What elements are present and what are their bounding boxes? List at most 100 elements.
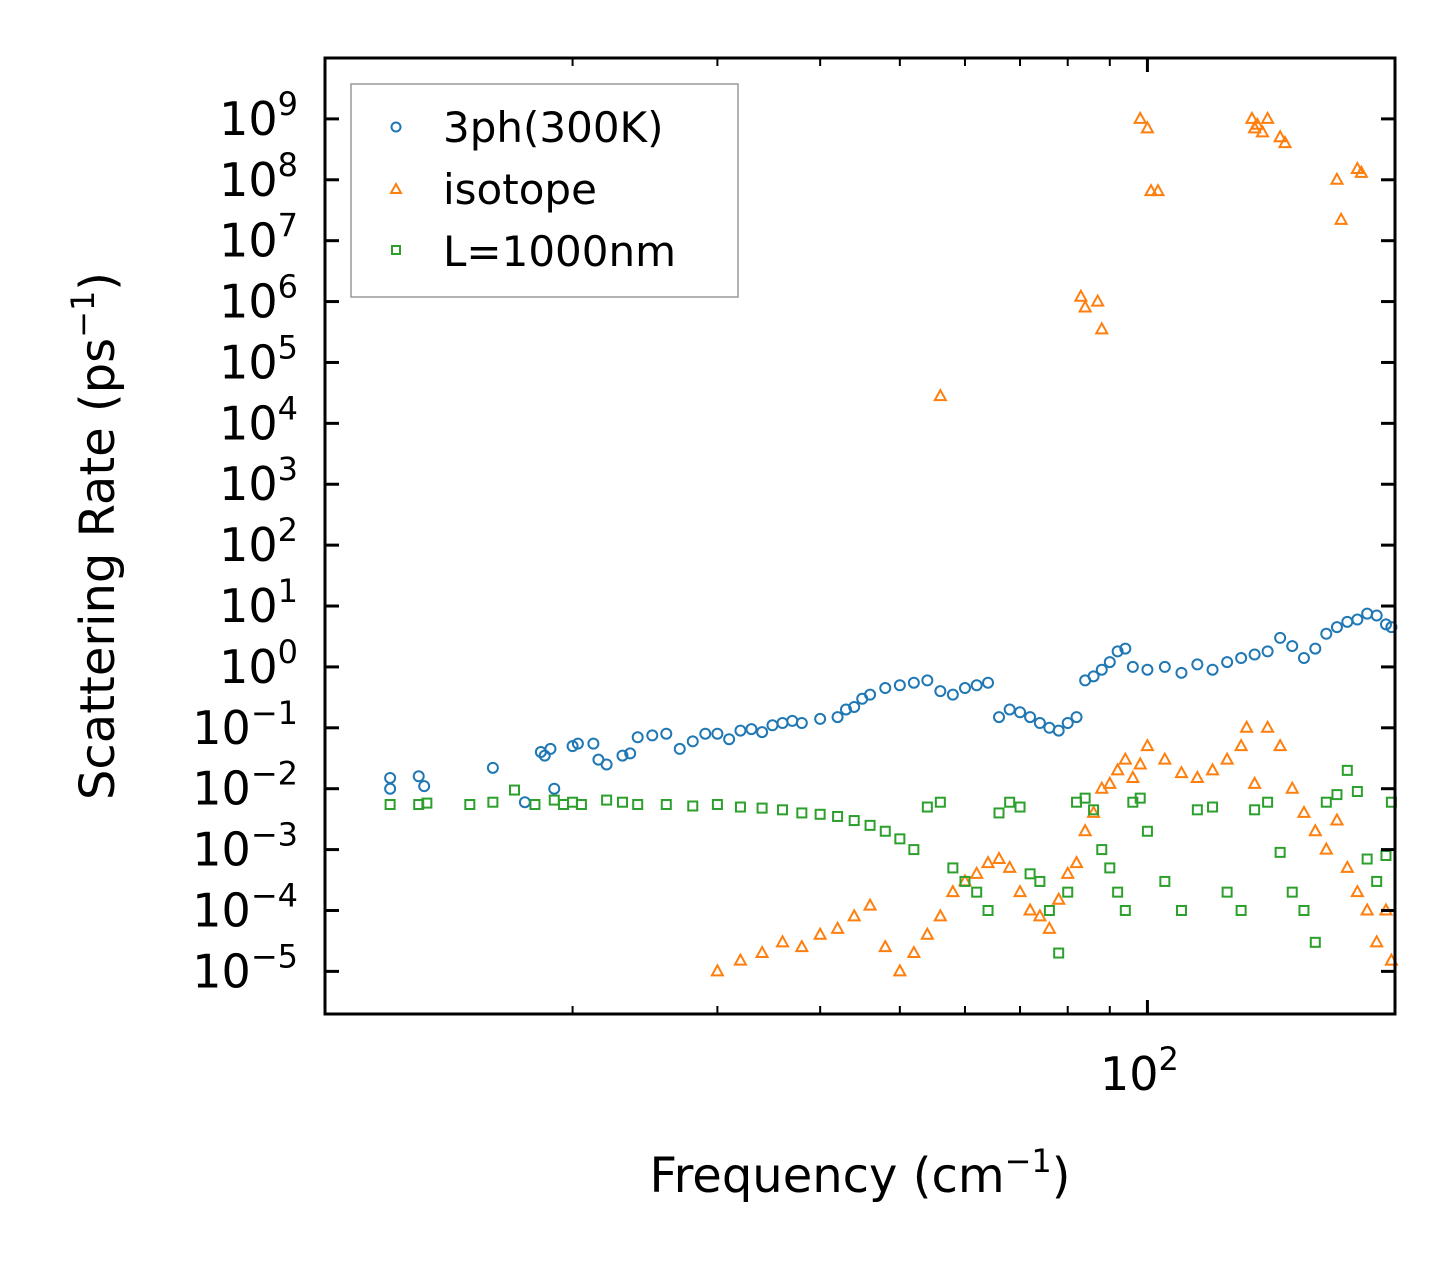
data-point <box>1309 936 1321 948</box>
data-point <box>1119 642 1132 655</box>
data-point <box>1094 321 1109 335</box>
data-point <box>1175 666 1188 679</box>
y-tick-label: 103 <box>219 450 298 511</box>
data-point <box>1329 812 1345 826</box>
data-point <box>1244 110 1260 124</box>
data-point <box>879 825 891 837</box>
data-point <box>1022 902 1038 916</box>
data-point <box>1274 631 1287 644</box>
data-point <box>1320 796 1332 808</box>
legend-label-l1000nm: L=1000nm <box>443 227 676 276</box>
data-point <box>1095 663 1108 676</box>
data-point <box>1126 660 1139 673</box>
y-axis-label: Scattering Rate (ps−1) <box>64 272 126 800</box>
data-point <box>1150 183 1166 197</box>
data-point <box>907 676 920 689</box>
data-point <box>1221 656 1234 669</box>
data-point <box>1354 164 1369 178</box>
data-point <box>1329 171 1345 185</box>
data-point <box>777 804 789 816</box>
data-point <box>1043 904 1055 916</box>
data-point <box>1298 904 1310 916</box>
data-point <box>934 685 947 698</box>
data-point <box>1158 660 1171 673</box>
data-point <box>1340 859 1355 873</box>
data-point <box>969 865 984 879</box>
data-point <box>1086 804 1101 818</box>
y-tick-label: 10−5 <box>192 937 298 998</box>
x-axis-ticks: 102 <box>571 58 1396 1101</box>
data-point <box>1073 288 1089 302</box>
data-point <box>958 682 971 695</box>
data-point <box>947 862 959 874</box>
data-point <box>1221 886 1233 898</box>
data-point <box>1069 855 1084 869</box>
data-point <box>1133 110 1148 124</box>
data-point <box>384 782 397 795</box>
data-point <box>616 796 628 808</box>
data-point <box>1331 789 1343 801</box>
data-point <box>1033 716 1046 729</box>
data-point <box>847 908 862 922</box>
data-point <box>1249 804 1261 816</box>
data-point <box>970 679 983 692</box>
data-point <box>1134 792 1146 804</box>
data-point <box>745 723 758 736</box>
data-point <box>893 679 906 692</box>
data-point <box>1260 110 1275 124</box>
data-point <box>412 770 425 783</box>
legend-marker-l1000nm <box>391 245 401 255</box>
data-point <box>1272 129 1288 143</box>
data-point <box>421 797 433 809</box>
data-point <box>946 688 959 701</box>
data-point <box>971 886 983 898</box>
data-point <box>601 794 613 806</box>
data-point <box>1369 934 1384 948</box>
data-point <box>1247 775 1262 789</box>
data-point <box>575 799 587 811</box>
data-point <box>812 926 828 940</box>
data-point <box>1262 796 1274 808</box>
y-tick-label: 10−1 <box>192 694 298 755</box>
data-point <box>710 963 725 977</box>
data-point <box>1261 645 1274 658</box>
series-isotope <box>710 110 1399 977</box>
data-point <box>1125 769 1141 783</box>
data-point <box>1309 642 1322 655</box>
data-point <box>1140 738 1155 752</box>
data-point <box>830 920 845 934</box>
data-point <box>1012 884 1028 898</box>
data-point <box>1103 656 1116 669</box>
data-point <box>1112 886 1124 898</box>
data-point <box>616 749 629 762</box>
data-point <box>1141 663 1154 676</box>
y-tick-label: 109 <box>219 85 298 146</box>
legend-box <box>350 83 739 298</box>
data-point <box>1090 293 1105 307</box>
data-point <box>982 904 994 916</box>
data-point <box>734 724 747 737</box>
data-point <box>1239 719 1254 733</box>
data-point <box>1235 904 1247 916</box>
data-point <box>1062 886 1074 898</box>
data-point <box>1024 711 1037 724</box>
data-point <box>1053 947 1065 959</box>
data-point <box>864 819 876 831</box>
data-point <box>1060 865 1075 879</box>
data-point <box>1351 785 1363 797</box>
data-point <box>1235 652 1248 665</box>
data-point <box>1361 853 1373 865</box>
data-point <box>587 737 600 750</box>
x-tick-label: 102 <box>1100 1040 1179 1101</box>
data-point <box>1297 652 1310 665</box>
data-point <box>733 952 748 966</box>
data-point <box>1141 825 1153 837</box>
data-point <box>795 716 808 729</box>
y-tick-label: 100 <box>219 633 298 694</box>
data-point <box>1061 716 1074 729</box>
data-point <box>756 726 769 739</box>
data-point <box>993 711 1006 724</box>
data-point <box>1079 792 1091 804</box>
data-point <box>934 796 946 808</box>
